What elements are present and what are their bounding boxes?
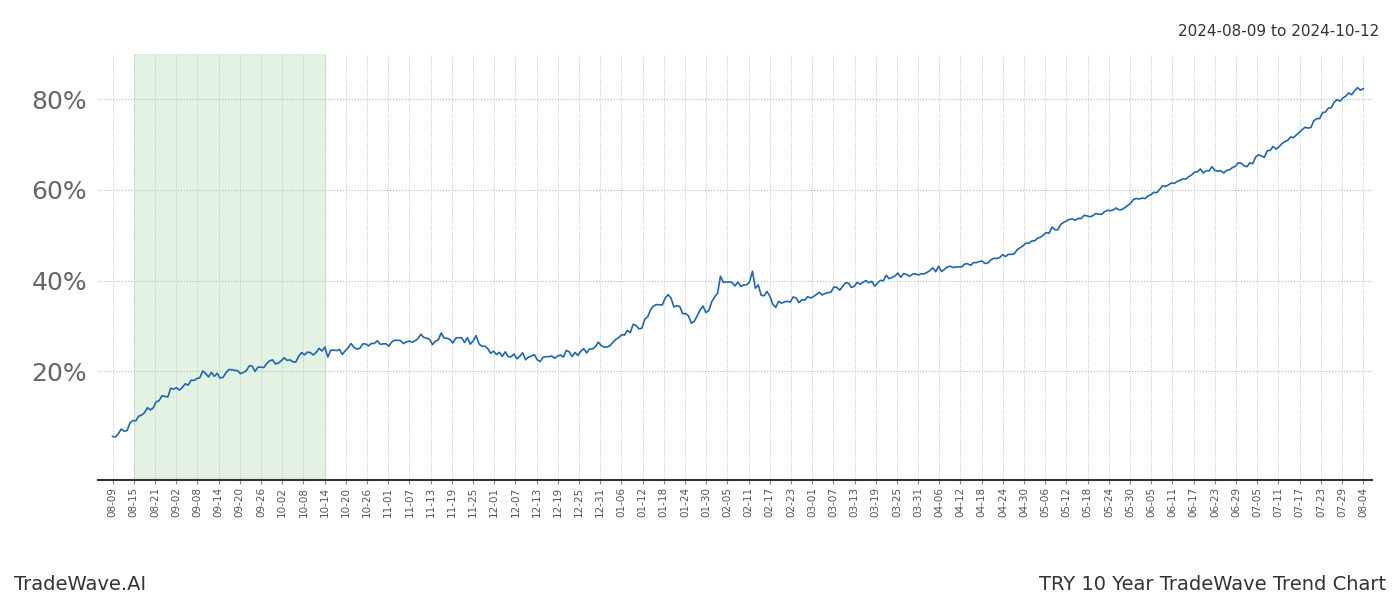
Bar (134, 54, 325, 480)
Text: TRY 10 Year TradeWave Trend Chart: TRY 10 Year TradeWave Trend Chart (1039, 575, 1386, 594)
Text: TradeWave.AI: TradeWave.AI (14, 575, 146, 594)
Text: 2024-08-09 to 2024-10-12: 2024-08-09 to 2024-10-12 (1177, 24, 1379, 39)
